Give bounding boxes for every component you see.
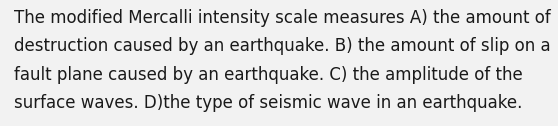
Text: destruction caused by an earthquake. B) the amount of slip on a: destruction caused by an earthquake. B) … xyxy=(14,37,551,55)
Text: The modified Mercalli intensity scale measures A) the amount of: The modified Mercalli intensity scale me… xyxy=(14,9,551,27)
Text: fault plane caused by an earthquake. C) the amplitude of the: fault plane caused by an earthquake. C) … xyxy=(14,66,523,84)
Text: surface waves. D)the type of seismic wave in an earthquake.: surface waves. D)the type of seismic wav… xyxy=(14,94,522,112)
